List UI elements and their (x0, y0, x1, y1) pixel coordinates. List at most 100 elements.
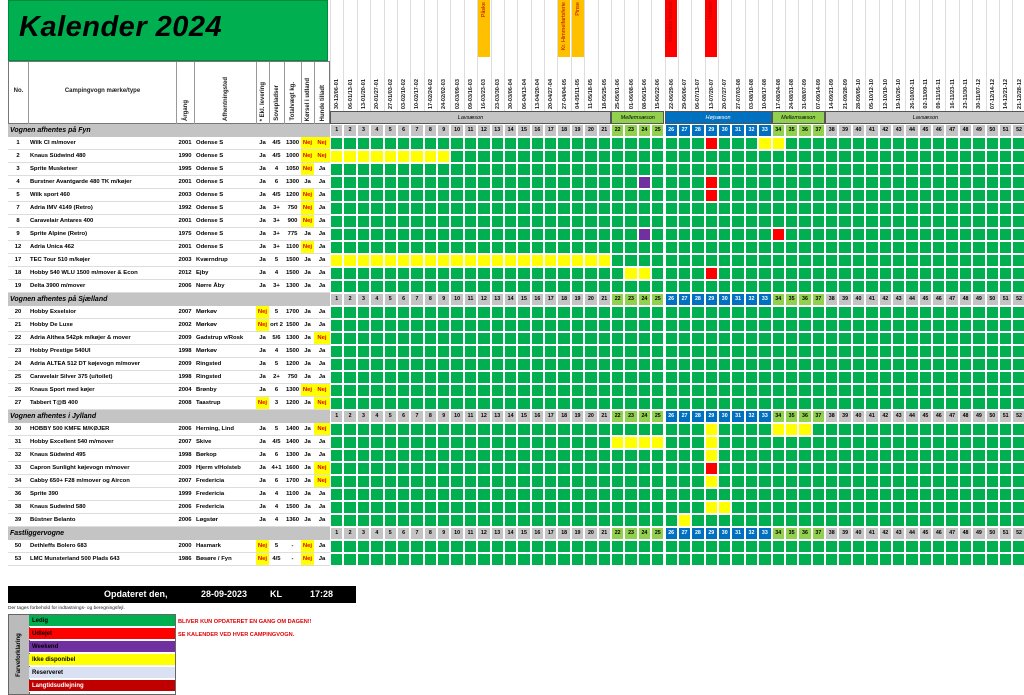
week-slot[interactable] (958, 423, 973, 436)
week-slot[interactable] (905, 384, 919, 397)
week-slot[interactable] (610, 280, 625, 293)
week-slot[interactable] (343, 345, 357, 358)
week-slot[interactable] (517, 163, 531, 176)
week-slot[interactable] (798, 514, 812, 527)
week-slot[interactable] (544, 540, 558, 553)
week-slot[interactable] (731, 540, 745, 553)
week-slot[interactable] (477, 436, 491, 449)
week-slot[interactable] (999, 163, 1013, 176)
week-slot[interactable] (972, 202, 986, 215)
week-slot[interactable] (811, 176, 826, 189)
week-slot[interactable] (490, 306, 504, 319)
week-slot[interactable] (610, 436, 625, 449)
week-slot[interactable] (744, 202, 759, 215)
week-slot[interactable] (691, 163, 705, 176)
week-slot[interactable] (557, 202, 571, 215)
week-slot[interactable] (503, 189, 518, 202)
week-slot[interactable] (865, 215, 879, 228)
week-slot[interactable] (437, 176, 451, 189)
week-slot[interactable] (651, 215, 665, 228)
week-slot[interactable] (370, 501, 384, 514)
week-slot[interactable] (477, 358, 491, 371)
week-slot[interactable] (932, 553, 946, 566)
week-slot[interactable] (570, 241, 585, 254)
week-slot[interactable] (972, 514, 986, 527)
week-slot[interactable] (330, 280, 344, 293)
week-slot[interactable] (838, 189, 852, 202)
week-slot[interactable] (463, 137, 478, 150)
week-slot[interactable] (758, 202, 772, 215)
week-slot[interactable] (771, 254, 785, 267)
week-slot[interactable] (490, 449, 504, 462)
week-slot[interactable] (905, 254, 919, 267)
week-slot[interactable] (718, 267, 732, 280)
week-slot[interactable] (517, 540, 531, 553)
week-slot[interactable] (718, 462, 732, 475)
week-slot[interactable] (838, 150, 852, 163)
week-slot[interactable] (758, 254, 772, 267)
week-slot[interactable] (651, 189, 665, 202)
week-slot[interactable] (383, 449, 397, 462)
week-slot[interactable] (490, 475, 504, 488)
week-slot[interactable] (999, 306, 1013, 319)
week-slot[interactable] (784, 462, 799, 475)
week-slot[interactable] (744, 306, 759, 319)
week-slot[interactable] (450, 150, 464, 163)
week-slot[interactable] (651, 202, 665, 215)
week-slot[interactable] (477, 202, 491, 215)
week-slot[interactable] (999, 345, 1013, 358)
week-slot[interactable] (637, 137, 652, 150)
week-slot[interactable] (891, 358, 906, 371)
week-slot[interactable] (985, 358, 999, 371)
week-slot[interactable] (570, 397, 585, 410)
week-slot[interactable] (651, 371, 665, 384)
week-slot[interactable] (651, 449, 665, 462)
week-slot[interactable] (370, 384, 384, 397)
week-slot[interactable] (865, 449, 879, 462)
week-slot[interactable] (718, 501, 732, 514)
week-slot[interactable] (731, 280, 745, 293)
week-slot[interactable] (624, 150, 638, 163)
week-slot[interactable] (851, 462, 866, 475)
week-slot[interactable] (410, 436, 424, 449)
week-slot[interactable] (423, 306, 438, 319)
week-slot[interactable] (838, 488, 852, 501)
week-slot[interactable] (544, 449, 558, 462)
week-slot[interactable] (437, 462, 451, 475)
week-slot[interactable] (825, 540, 839, 553)
week-slot[interactable] (651, 475, 665, 488)
week-slot[interactable] (972, 475, 986, 488)
week-slot[interactable] (731, 150, 745, 163)
week-slot[interactable] (664, 215, 678, 228)
week-slot[interactable] (958, 553, 973, 566)
week-slot[interactable] (570, 449, 585, 462)
week-slot[interactable] (798, 358, 812, 371)
week-slot[interactable] (370, 189, 384, 202)
week-slot[interactable] (771, 241, 785, 254)
week-slot[interactable] (396, 332, 411, 345)
week-slot[interactable] (758, 280, 772, 293)
week-slot[interactable] (490, 189, 504, 202)
week-slot[interactable] (1012, 384, 1024, 397)
week-slot[interactable] (570, 332, 585, 345)
week-slot[interactable] (744, 189, 759, 202)
week-slot[interactable] (677, 436, 692, 449)
week-slot[interactable] (651, 163, 665, 176)
week-slot[interactable] (450, 306, 464, 319)
week-slot[interactable] (370, 254, 384, 267)
week-slot[interactable] (945, 319, 959, 332)
week-slot[interactable] (798, 228, 812, 241)
week-slot[interactable] (731, 202, 745, 215)
week-slot[interactable] (958, 150, 973, 163)
week-slot[interactable] (450, 488, 464, 501)
week-slot[interactable] (691, 189, 705, 202)
week-slot[interactable] (771, 306, 785, 319)
week-slot[interactable] (356, 176, 371, 189)
week-slot[interactable] (610, 501, 625, 514)
week-slot[interactable] (677, 319, 692, 332)
week-slot[interactable] (637, 306, 652, 319)
week-slot[interactable] (383, 267, 397, 280)
week-slot[interactable] (624, 345, 638, 358)
week-slot[interactable] (851, 306, 866, 319)
week-slot[interactable] (356, 436, 371, 449)
